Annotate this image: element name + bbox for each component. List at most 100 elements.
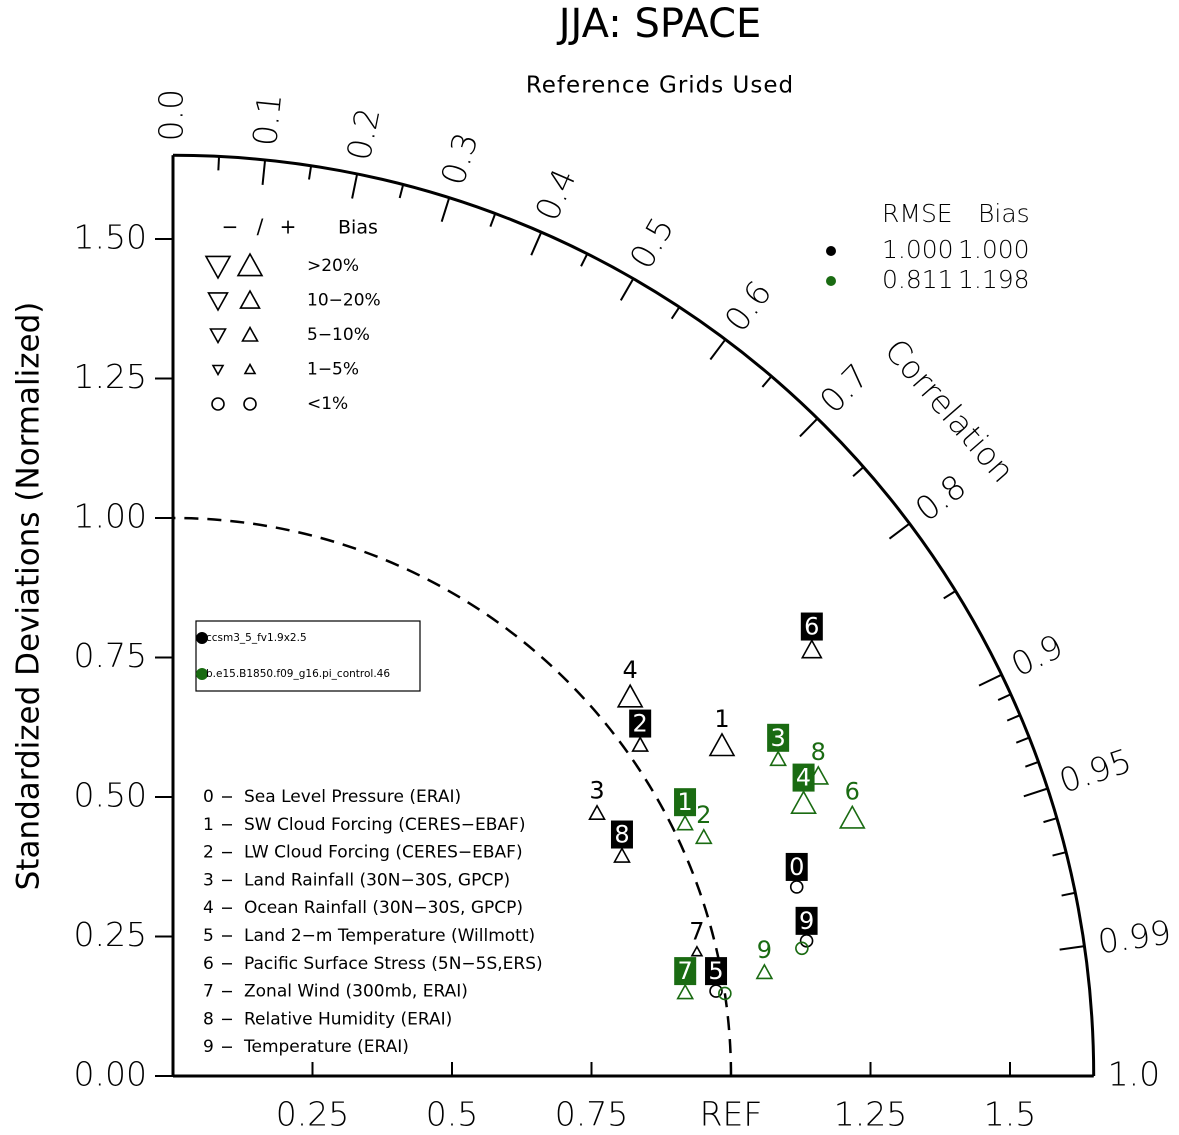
legend-dot [196,668,208,680]
x-tick-label: 0.5 [426,1095,478,1134]
data-point [718,986,732,1001]
corr-minor-tick [1015,736,1030,744]
bias-legend-label: 1−5% [307,360,359,380]
legend-label: ccsm3_5_fv1.9x2.5 [206,632,307,644]
y-axis-label: Standardized Deviations (Normalized) [11,302,47,891]
corr-minor-tick [761,375,773,388]
corr-tick [351,173,359,199]
data-point [709,984,723,998]
point-label: 0 [789,853,804,881]
chart-title: JJA: SPACE [556,1,762,47]
data-point [694,828,713,845]
point-label: 3 [770,724,785,752]
corr-tick [619,278,635,301]
bias-legend-label: 10−20% [307,291,381,311]
y-tick-label: 0.00 [74,1055,147,1094]
point-label: 6 [845,777,860,805]
point-label: 7 [689,918,704,946]
corr-minor-tick [943,590,957,600]
data-point [800,638,823,659]
corr-minor-tick [1025,760,1039,768]
model-legend-box [195,620,421,692]
corr-minor-tick [1043,817,1058,824]
variable-label: Land 2−m Temperature (Willmott) [244,926,535,946]
variable-id: 5 [203,926,214,946]
point-label: 1 [714,705,729,733]
data-point [838,804,866,829]
point-label-box [629,709,652,738]
y-tick-label: 0.25 [74,915,147,954]
corr-minor-tick [1006,714,1021,722]
data-point [789,880,804,894]
variable-label: SW Cloud Forcing (CERES−EBAF) [244,815,525,835]
data-point [708,732,736,757]
data-point [790,789,817,814]
data-point [616,683,644,708]
corr-tick-label: 0.6 [717,273,780,338]
corr-tick [709,338,727,361]
x-tick-label: 0.75 [555,1095,628,1134]
corr-minor-tick [670,306,681,320]
bias-legend-marker [207,292,229,312]
bias-legend-marker [236,252,264,277]
x-tick-label: REF [700,1095,763,1134]
x-tick-label: 0.25 [276,1095,349,1134]
bias-legend-marker [211,397,225,411]
data-point [588,804,606,821]
reference-arc [172,516,733,1077]
corr-tick [440,197,451,222]
corr-tick [1023,787,1048,798]
variable-label: Pacific Surface Stress (5N−5S,ERS) [244,954,543,974]
corr-tick [530,231,543,256]
point-label-box [674,957,697,986]
corr-tick-label: 0.9 [1005,626,1069,684]
corr-tick-label: 0.8 [908,467,973,530]
corr-tick-label: 0.4 [527,163,584,227]
corr-minor-tick [997,693,1012,701]
bias-legend-label: <1% [307,394,348,414]
bias-legend-marker [211,364,225,377]
variable-id: 8 [203,1009,214,1029]
corr-tick [888,522,911,540]
corr-tick-label: 0.1 [245,92,289,148]
variable-id: 3 [203,870,214,890]
variable-label: Temperature (ERAI) [243,1037,409,1057]
legend-label: b.e15.B1850.f09_g16.pi_control.46 [206,668,390,680]
corr-tick-label: 0.2 [339,105,388,164]
corr-tick [978,673,1003,687]
variable-id: 2 [203,843,214,863]
bias-legend-marker [204,255,232,280]
data-point [769,750,787,767]
point-label-box [785,852,808,881]
point-label-box [795,906,818,935]
corr-minor-tick [580,253,589,267]
bias-legend-label: >20% [307,256,359,276]
corr-minor-tick [308,165,313,180]
point-label-box [674,788,697,817]
data-point [676,983,695,1000]
corr-minor-tick [1061,891,1076,897]
chart-subtitle: Reference Grids Used [526,73,794,99]
point-label: 1 [677,788,692,816]
variable-label: Land Rainfall (30N−30S, GPCP) [244,870,510,890]
data-point [795,941,809,956]
data-point [631,735,650,752]
y-tick-label: 1.00 [74,497,147,536]
corr-tick-label: 0.3 [433,128,486,190]
bias-legend-marker [209,328,227,345]
corr-minor-tick [1052,851,1067,857]
variable-id: 7 [203,982,214,1002]
bias-legend-plus: + [280,215,297,239]
stats-dot [826,276,836,286]
point-label: 2 [696,801,711,829]
bias-legend-label: 5−10% [307,325,370,345]
bias-legend-minus: − [222,215,239,239]
point-label: 8 [811,738,826,766]
corr-tick [799,417,819,438]
corr-tick-label: 0.99 [1095,913,1173,962]
bias-legend-marker [243,362,257,375]
data-point [676,814,694,831]
data-point [807,765,830,785]
variable-label: LW Cloud Forcing (CERES−EBAF) [244,843,523,863]
